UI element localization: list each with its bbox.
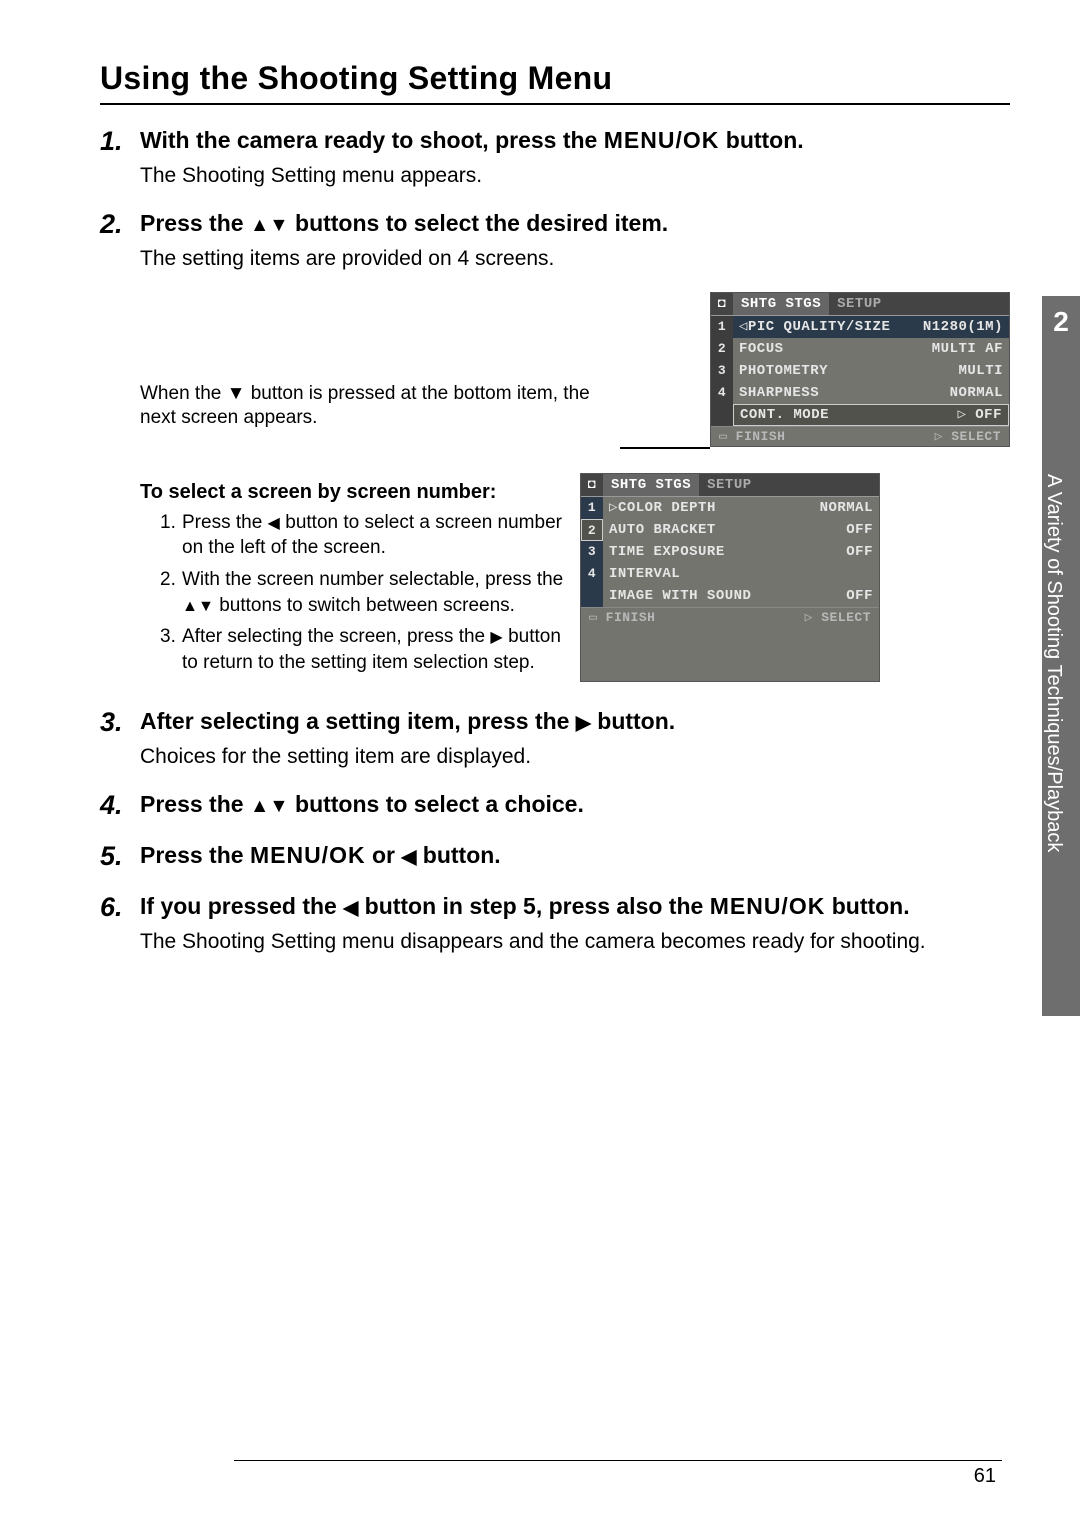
step-6: 6. If you pressed the ◀ button in step 5… [100, 891, 1010, 960]
chapter-label: A Variety of Shooting Techniques/Playbac… [1042, 338, 1065, 978]
step-heading: Press the ▲▼ buttons to select a choice. [140, 789, 1010, 820]
step-body-text: The Shooting Setting menu disappears and… [140, 928, 1010, 956]
page-title: Using the Shooting Setting Menu [100, 60, 1010, 105]
menu-row: ▷COLOR DEPTHNORMAL [603, 497, 879, 519]
step-number: 2. [100, 208, 140, 277]
connector-line [620, 447, 710, 449]
page-number: 61 [234, 1460, 1002, 1488]
step-number: 5. [100, 840, 140, 877]
menu-row: TIME EXPOSUREOFF [603, 541, 879, 563]
camera-lcd-1: ◘ SHTG STGS SETUP 1 2 3 4 ◁PIC QUALITY/S… [710, 292, 1010, 447]
right-icon: ▶ [576, 710, 591, 736]
screen-numbers: 1 2 3 4 [581, 497, 603, 607]
right-icon: ▶ [490, 627, 502, 649]
up-down-icon: ▲▼ [250, 212, 289, 238]
step-5: 5. Press the MENU/OK or ◀ button. [100, 840, 1010, 877]
menu-row: INTERVAL [603, 563, 879, 585]
menu-ok-label: MENU/OK [604, 127, 720, 153]
step-list: 1. With the camera ready to shoot, press… [100, 125, 1010, 961]
menu-row: FOCUSMULTI AF [733, 338, 1009, 360]
manual-page: Using the Shooting Setting Menu 1. With … [0, 0, 1080, 1015]
step-heading: Press the MENU/OK or ◀ button. [140, 840, 1010, 871]
step-1: 1. With the camera ready to shoot, press… [100, 125, 1010, 194]
right-arrow-icon: ▷ [609, 500, 618, 516]
tab-setup: SETUP [699, 474, 760, 496]
list-item: 3.After selecting the screen, press the … [160, 624, 580, 675]
step-body-text: The setting items are provided on 4 scre… [140, 245, 1010, 273]
figure-caption: When the ▼ button is pressed at the bott… [140, 292, 620, 431]
tab-setup: SETUP [829, 293, 890, 315]
step-heading: Press the ▲▼ buttons to select the desir… [140, 208, 1010, 239]
step-number: 4. [100, 789, 140, 826]
step-4: 4. Press the ▲▼ buttons to select a choi… [100, 789, 1010, 826]
tab-shtg: SHTG STGS [733, 293, 829, 315]
camera-icon: ◘ [711, 293, 733, 315]
step-number: 6. [100, 891, 140, 960]
camera-icon: ◘ [581, 474, 603, 496]
figure-row-2: To select a screen by screen number: 1.P… [100, 473, 1010, 682]
step-3: 3. After selecting a setting item, press… [100, 706, 1010, 775]
up-down-icon: ▲▼ [182, 596, 214, 618]
left-icon: ◀ [401, 844, 416, 870]
left-icon: ◀ [268, 513, 280, 535]
left-arrow-icon: ◁ [739, 319, 748, 335]
step-heading: With the camera ready to shoot, press th… [140, 125, 1010, 156]
step-2: 2. Press the ▲▼ buttons to select the de… [100, 208, 1010, 277]
step-body-text: Choices for the setting item are display… [140, 743, 1010, 771]
step-body-text: The Shooting Setting menu appears. [140, 162, 1010, 190]
menu-row: CONT. MODE▷ OFF [733, 404, 1009, 426]
step-heading: After selecting a setting item, press th… [140, 706, 1010, 737]
menu-row: ◁PIC QUALITY/SIZEN1280(1M) [733, 316, 1009, 338]
menu-icon: ▭ [719, 429, 727, 444]
step-number: 1. [100, 125, 140, 194]
list-item: 1.Press the ◀ button to select a screen … [160, 510, 580, 561]
menu-icon: ▭ [589, 610, 597, 625]
screen-numbers: 1 2 3 4 [711, 316, 733, 426]
menu-ok-label: MENU/OK [710, 893, 826, 919]
list-item: 2.With the screen number selectable, pre… [160, 567, 580, 618]
menu-row: AUTO BRACKETOFF [603, 519, 879, 541]
menu-row: IMAGE WITH SOUNDOFF [603, 585, 879, 607]
tab-shtg: SHTG STGS [603, 474, 699, 496]
chapter-tab: 2 A Variety of Shooting Techniques/Playb… [1042, 296, 1080, 1016]
camera-lcd-2: ◘ SHTG STGS SETUP 1 2 3 4 ▷COLOR DEPTHNO… [580, 473, 880, 682]
left-icon: ◀ [343, 895, 358, 921]
menu-row: SHARPNESSNORMAL [733, 382, 1009, 404]
figure-row-1: When the ▼ button is pressed at the bott… [140, 292, 1010, 449]
step-heading: If you pressed the ◀ button in step 5, p… [140, 891, 1010, 922]
step-number: 3. [100, 706, 140, 775]
sub-list: 1.Press the ◀ button to select a screen … [160, 510, 580, 676]
chapter-number: 2 [1042, 296, 1080, 338]
sub-heading: To select a screen by screen number: [140, 481, 540, 504]
up-down-icon: ▲▼ [250, 793, 289, 819]
menu-ok-label: MENU/OK [250, 842, 366, 868]
menu-row: PHOTOMETRYMULTI [733, 360, 1009, 382]
